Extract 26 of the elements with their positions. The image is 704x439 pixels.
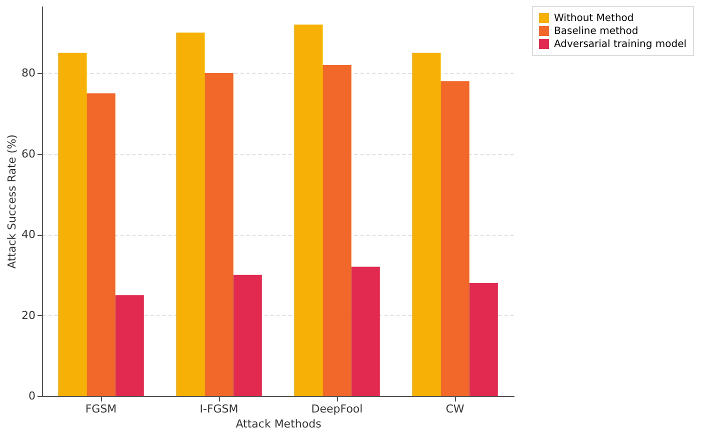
bar — [294, 24, 323, 396]
bar — [58, 52, 87, 396]
bar — [176, 32, 205, 396]
bar — [351, 266, 380, 396]
y-axis-title: Attack Success Rate (%) — [6, 134, 19, 269]
y-tick-label: 20 — [22, 308, 36, 322]
bar — [469, 282, 498, 396]
bar — [233, 274, 262, 396]
legend-label: Without Method — [554, 13, 634, 24]
bar — [322, 64, 352, 396]
bar — [86, 93, 116, 396]
x-tick-label: FGSM — [85, 402, 117, 416]
bar — [204, 73, 234, 396]
x-tick-label: CW — [446, 402, 464, 416]
bar — [115, 295, 144, 396]
y-tick-label: 0 — [28, 390, 36, 402]
y-tick-label: 60 — [22, 147, 36, 160]
bar — [440, 81, 470, 396]
x-tick-label: I-FGSM — [200, 402, 238, 416]
x-axis-title: Attack Methods — [236, 418, 322, 430]
legend-label: Baseline method — [554, 26, 638, 37]
y-tick-label: 40 — [22, 228, 36, 242]
legend-label: Adversarial training model — [554, 39, 687, 50]
x-tick-label: DeepFool — [311, 402, 363, 416]
bar — [412, 52, 441, 396]
y-tick-label: 80 — [22, 66, 36, 80]
